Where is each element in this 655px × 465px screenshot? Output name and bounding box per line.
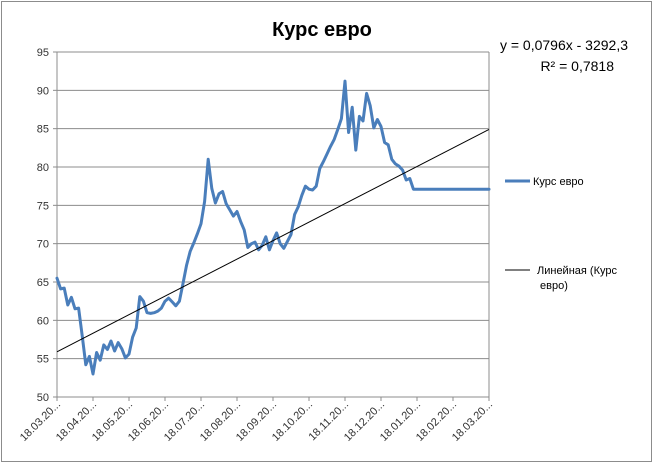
trendline-equation: y = 0,0796x - 3292,3: [500, 37, 628, 53]
y-tick-label: 65: [37, 277, 49, 289]
x-axis-ticks: 18.03.20...18.04.20...18.05.20...18.06.2…: [18, 397, 495, 444]
legend: Курс евро Линейная (Курс евро): [505, 176, 620, 292]
y-tick-label: 80: [37, 162, 49, 174]
legend-label-series: Курс евро: [533, 176, 584, 188]
legend-label-trendline: Линейная (Курс евро): [537, 265, 620, 292]
y-tick-label: 75: [37, 200, 49, 212]
series-group: [55, 79, 491, 376]
trendline: [56, 128, 490, 353]
y-axis-ticks: 50 55 60 65 70 75 80 85 90 95: [37, 47, 57, 404]
plot-border: [56, 52, 490, 398]
y-tick-label: 90: [37, 85, 49, 97]
legend-label-trendline-line1: Линейная (Курс: [537, 265, 617, 277]
grid-lines: [57, 51, 489, 398]
series-line-kurs-evro: [55, 79, 491, 376]
y-tick-label: 60: [37, 315, 49, 327]
y-tick-label: 70: [37, 239, 49, 251]
legend-label-trendline-line2: евро): [540, 280, 568, 292]
r-squared: R² = 0,7818: [540, 58, 614, 74]
y-tick-label: 55: [37, 354, 49, 366]
y-tick-label: 85: [37, 124, 49, 136]
chart-title: Курс евро: [272, 19, 372, 41]
y-tick-label: 50: [37, 392, 49, 404]
y-tick-label: 95: [37, 47, 49, 59]
